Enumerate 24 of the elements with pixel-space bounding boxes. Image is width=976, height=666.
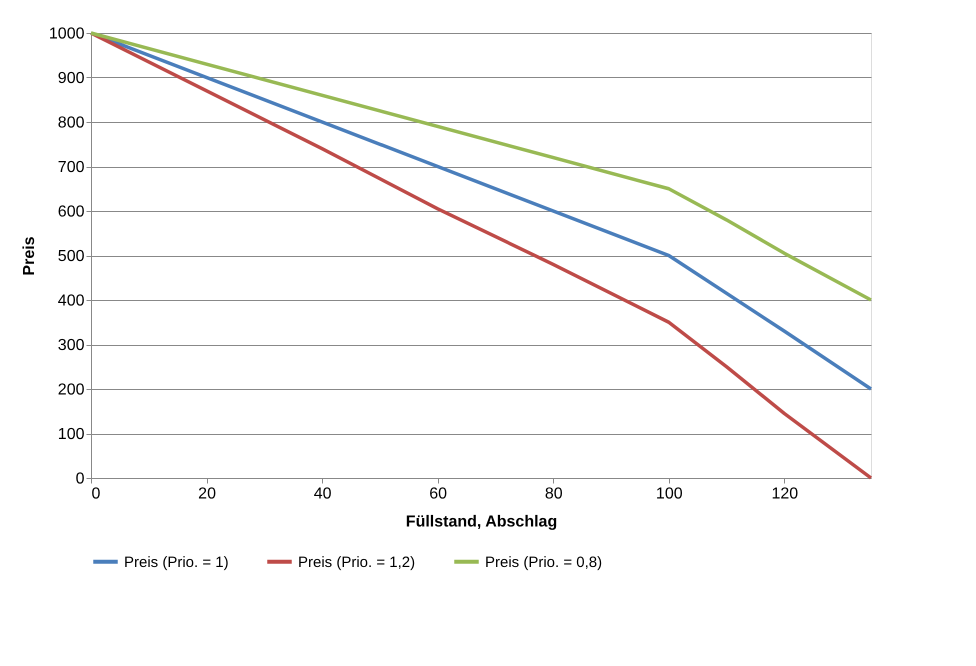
line-series xyxy=(89,31,873,480)
y-tick-label: 600 xyxy=(58,204,85,220)
x-tick-label: 20 xyxy=(198,486,216,502)
y-tick-label: 0 xyxy=(76,470,85,488)
x-tick-label: 100 xyxy=(656,486,683,502)
x-tick-label: 80 xyxy=(544,486,563,502)
x-axis-title: Füllstand, Abschlag xyxy=(406,514,558,530)
y-tick-label: 400 xyxy=(58,292,85,310)
legend-label: Preis (Prio. = 1) xyxy=(124,554,229,571)
y-tick-label: 100 xyxy=(58,426,85,443)
x-tick-label: 40 xyxy=(314,486,332,502)
y-tick-label: 1000 xyxy=(48,26,85,42)
y-tick-label: 800 xyxy=(58,114,85,132)
legend-label: Preis (Prio. = 0,8) xyxy=(485,554,602,571)
x-tick-label: 0 xyxy=(92,486,100,502)
legend-label: Preis (Prio. = 1,2) xyxy=(298,554,416,571)
x-tick-label: 120 xyxy=(771,486,798,502)
y-tick-label: 300 xyxy=(58,337,85,354)
y-tick-label: 200 xyxy=(58,382,85,398)
y-tick-label: 500 xyxy=(58,248,85,265)
y-tick-label: 700 xyxy=(58,159,85,176)
y-axis-title: Preis xyxy=(20,236,38,276)
y-tick-label: 900 xyxy=(58,70,85,87)
x-tick-label: 60 xyxy=(429,486,448,502)
